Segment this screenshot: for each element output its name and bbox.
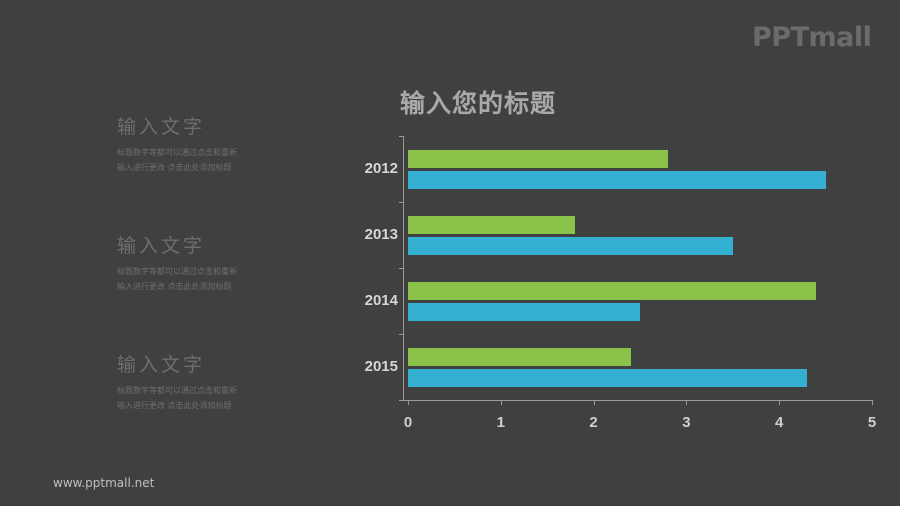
- x-tick-label: 1: [496, 414, 505, 431]
- text-block-heading: 输入文字: [117, 354, 206, 376]
- website-url: www.pptmall.net: [53, 476, 155, 490]
- x-axis: [403, 400, 873, 401]
- text-block-heading: 输入文字: [117, 235, 206, 257]
- y-tick: [399, 334, 404, 335]
- y-tick: [399, 136, 404, 137]
- text-block-line: 输入进行更改 点击此处添加标题: [117, 401, 232, 410]
- x-tick: [872, 400, 873, 405]
- bar-2015-series1: [408, 348, 631, 366]
- text-block-line: 标题数字等都可以通过点击和重新: [117, 386, 237, 395]
- y-tick: [399, 400, 404, 401]
- y-tick: [399, 202, 404, 203]
- text-block-line: 标题数字等都可以通过点击和重新: [117, 148, 237, 157]
- y-category-label: 2013: [364, 226, 398, 243]
- text-block-1: 输入文字 标题数字等都可以通过点击和重新 输入进行更改 点击此处添加标题: [117, 112, 317, 175]
- bar-2012-series2: [408, 171, 826, 189]
- y-tick: [399, 268, 404, 269]
- x-tick-label: 3: [682, 414, 691, 431]
- bar-2012-series1: [408, 150, 668, 168]
- bar-2014-series1: [408, 282, 817, 300]
- text-block-line: 输入进行更改 点击此处添加标题: [117, 163, 232, 172]
- x-tick-label: 0: [403, 414, 413, 431]
- chart-title: 输入您的标题: [400, 89, 557, 118]
- x-tick: [686, 400, 688, 405]
- x-tick: [500, 400, 502, 405]
- x-tick-label: 5: [867, 414, 877, 431]
- text-block-heading: 输入文字: [117, 116, 206, 138]
- y-category-label: 2012: [364, 160, 398, 177]
- text-block-3: 输入文字 标题数字等都可以通过点击和重新 输入进行更改 点击此处添加标题: [117, 350, 317, 413]
- text-block-2: 输入文字 标题数字等都可以通过点击和重新 输入进行更改 点击此处添加标题: [117, 231, 317, 294]
- bar-2015-series2: [408, 369, 808, 387]
- bar-2014-series2: [408, 303, 640, 321]
- bar-2013-series1: [408, 216, 576, 234]
- x-tick: [408, 400, 409, 405]
- y-category-label: 2014: [364, 292, 398, 309]
- x-tick: [593, 400, 595, 405]
- x-tick: [779, 400, 781, 405]
- x-tick-label: 2: [589, 414, 598, 431]
- pptmall-logo: PPTmall: [752, 22, 872, 53]
- text-block-line: 标题数字等都可以通过点击和重新: [117, 267, 237, 276]
- y-category-label: 2015: [364, 358, 398, 375]
- text-block-line: 输入进行更改 点击此处添加标题: [117, 282, 232, 291]
- bar-2013-series2: [408, 237, 733, 255]
- x-tick-label: 4: [775, 414, 784, 431]
